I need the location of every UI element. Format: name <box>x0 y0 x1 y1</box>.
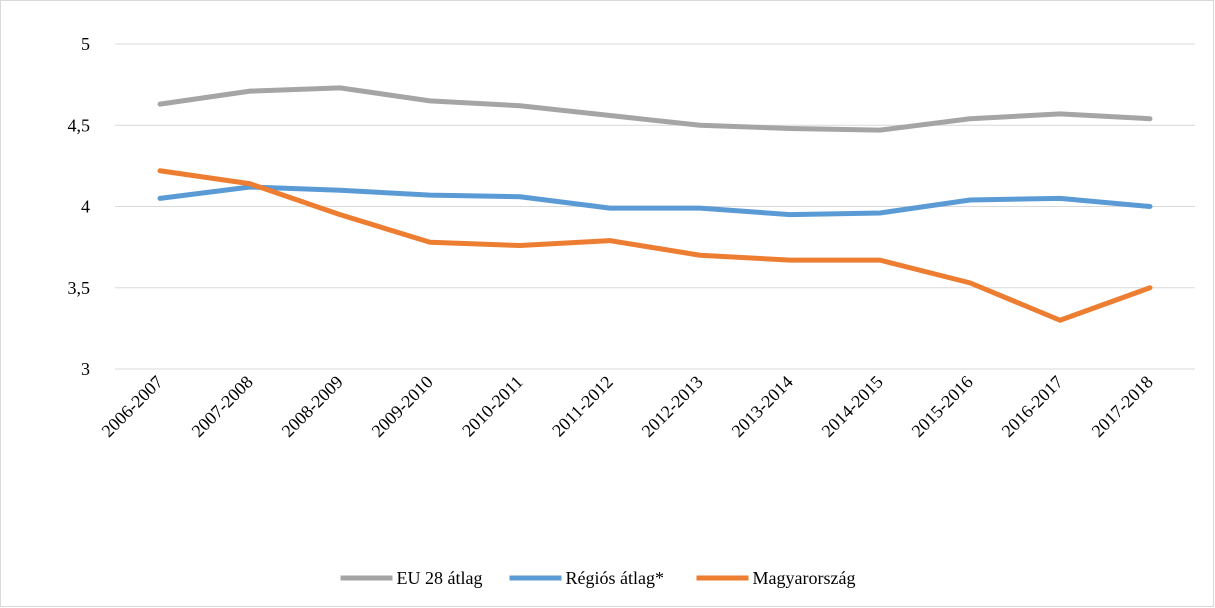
legend-label: Régiós átlag* <box>566 568 664 588</box>
legend-label: EU 28 átlag <box>397 568 483 588</box>
legend-label: Magyarország <box>753 568 856 588</box>
y-tick-label: 3,5 <box>68 278 91 298</box>
y-tick-label: 5 <box>81 34 90 54</box>
y-tick-label: 3 <box>81 359 90 379</box>
y-tick-label: 4 <box>81 197 90 217</box>
series-line <box>157 168 1153 323</box>
series-line <box>157 184 1153 218</box>
series-line <box>157 85 1153 133</box>
y-tick-label: 4,5 <box>68 115 91 135</box>
